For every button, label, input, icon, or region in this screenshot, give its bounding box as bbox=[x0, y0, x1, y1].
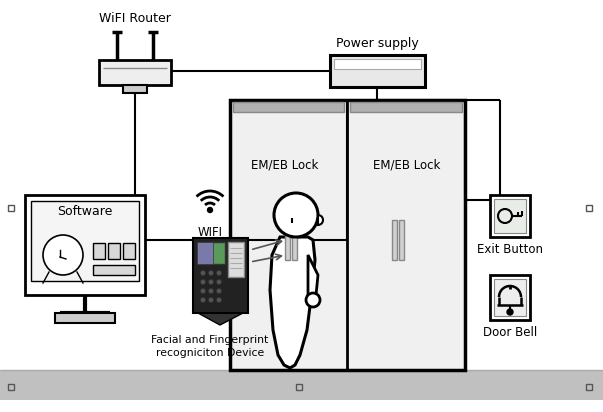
Circle shape bbox=[201, 279, 206, 285]
Text: Door Bell: Door Bell bbox=[483, 325, 537, 339]
Polygon shape bbox=[308, 255, 318, 298]
Bar bbox=[31, 201, 139, 281]
Bar bbox=[292, 220, 297, 260]
Text: Software: Software bbox=[57, 204, 113, 218]
Bar bbox=[330, 55, 425, 87]
Text: WiFI Router: WiFI Router bbox=[99, 12, 171, 24]
Bar bbox=[490, 195, 530, 237]
Circle shape bbox=[209, 288, 213, 293]
Bar bbox=[490, 275, 530, 320]
Bar bbox=[123, 243, 135, 259]
Circle shape bbox=[201, 288, 206, 293]
Bar bbox=[99, 60, 171, 85]
Circle shape bbox=[207, 208, 212, 213]
Bar bbox=[197, 242, 225, 264]
Text: Exit Button: Exit Button bbox=[477, 243, 543, 255]
Circle shape bbox=[43, 235, 83, 275]
Bar bbox=[108, 243, 120, 259]
Bar bbox=[230, 100, 465, 370]
Bar bbox=[334, 59, 421, 69]
Bar bbox=[93, 265, 135, 275]
Bar bbox=[93, 243, 105, 259]
Text: Facial and Fingerprint
recogniciton Device: Facial and Fingerprint recogniciton Devi… bbox=[151, 335, 268, 358]
Polygon shape bbox=[198, 313, 243, 325]
Bar bbox=[494, 279, 526, 316]
Bar bbox=[350, 102, 462, 112]
Circle shape bbox=[306, 293, 320, 307]
Bar bbox=[25, 195, 145, 295]
Circle shape bbox=[216, 288, 221, 293]
Circle shape bbox=[201, 271, 206, 276]
Circle shape bbox=[507, 309, 513, 315]
Bar bbox=[197, 242, 213, 264]
Bar bbox=[55, 313, 115, 323]
Bar bbox=[494, 199, 526, 233]
Circle shape bbox=[209, 279, 213, 285]
Bar bbox=[193, 238, 248, 313]
Circle shape bbox=[216, 271, 221, 276]
Text: EM/EB Lock: EM/EB Lock bbox=[373, 159, 441, 171]
Circle shape bbox=[216, 297, 221, 302]
Text: Power supply: Power supply bbox=[336, 37, 419, 49]
Circle shape bbox=[201, 297, 206, 302]
Bar bbox=[123, 85, 147, 93]
Circle shape bbox=[216, 279, 221, 285]
Bar bbox=[586, 384, 592, 390]
Bar bbox=[296, 384, 302, 390]
Bar bbox=[8, 384, 14, 390]
Text: WIFI: WIFI bbox=[198, 225, 223, 239]
Bar bbox=[8, 205, 14, 211]
Bar bbox=[586, 205, 592, 211]
Bar bbox=[392, 220, 397, 260]
Bar bbox=[233, 102, 344, 112]
Bar bbox=[0, 370, 603, 400]
Circle shape bbox=[274, 193, 318, 237]
Circle shape bbox=[209, 297, 213, 302]
Text: EM/EB Lock: EM/EB Lock bbox=[251, 159, 319, 171]
Wedge shape bbox=[318, 215, 323, 225]
Polygon shape bbox=[270, 237, 315, 368]
Circle shape bbox=[209, 271, 213, 276]
Bar bbox=[285, 220, 290, 260]
Bar bbox=[399, 220, 404, 260]
Bar bbox=[228, 242, 244, 277]
